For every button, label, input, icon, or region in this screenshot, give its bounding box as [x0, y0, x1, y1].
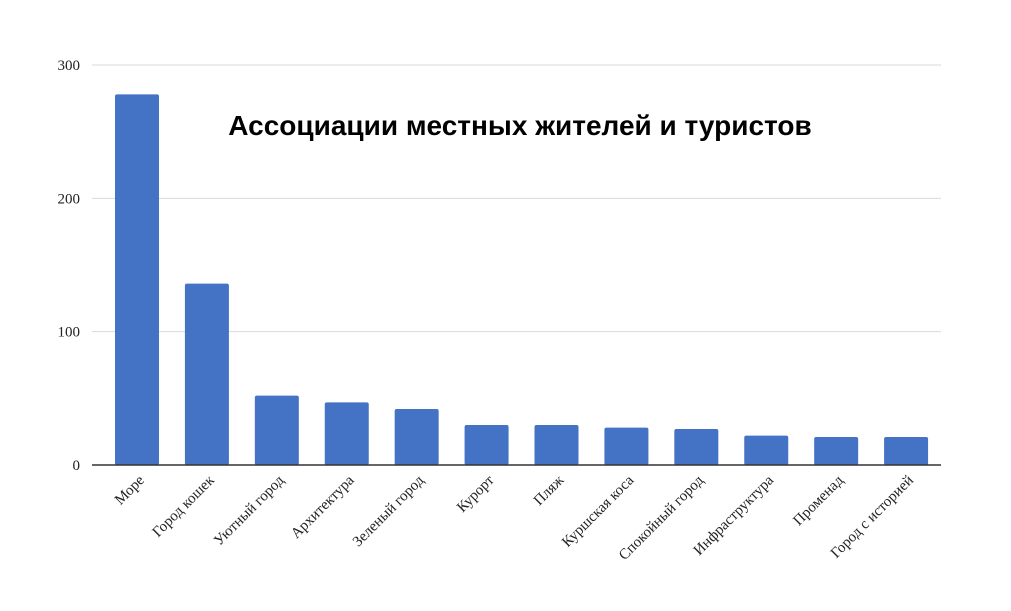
bar	[115, 94, 159, 465]
y-tick-label: 200	[58, 191, 81, 207]
bar	[254, 395, 299, 465]
bar	[884, 437, 929, 465]
bar	[674, 429, 719, 465]
x-category-label: Пляж	[531, 472, 568, 509]
y-tick-label: 100	[58, 325, 81, 341]
x-category-label: Море	[112, 472, 148, 508]
x-category-label: Уютный город	[211, 472, 288, 549]
gridlines	[92, 64, 941, 333]
bar	[744, 435, 789, 465]
x-category-label: Архитектура	[288, 472, 358, 542]
chart-title: Ассоциации местных жителей и туристов	[228, 110, 811, 141]
y-tick-label: 0	[73, 458, 81, 474]
x-category-label: Променад	[790, 472, 847, 529]
x-category-label: Зеленый город	[350, 472, 428, 550]
bar	[604, 427, 649, 465]
x-category-label: Город кошек	[150, 472, 219, 541]
x-category-label: Куршская коса	[559, 472, 637, 550]
bar	[324, 402, 369, 465]
y-axis-tick-labels: 0 100 200 300	[58, 58, 81, 474]
bar	[394, 409, 439, 465]
bar	[814, 437, 859, 465]
y-tick-label: 300	[58, 58, 81, 74]
x-category-label: Курорт	[454, 472, 498, 516]
bar	[184, 283, 229, 465]
bar	[534, 425, 579, 465]
bars	[115, 94, 929, 465]
bar	[464, 425, 509, 465]
